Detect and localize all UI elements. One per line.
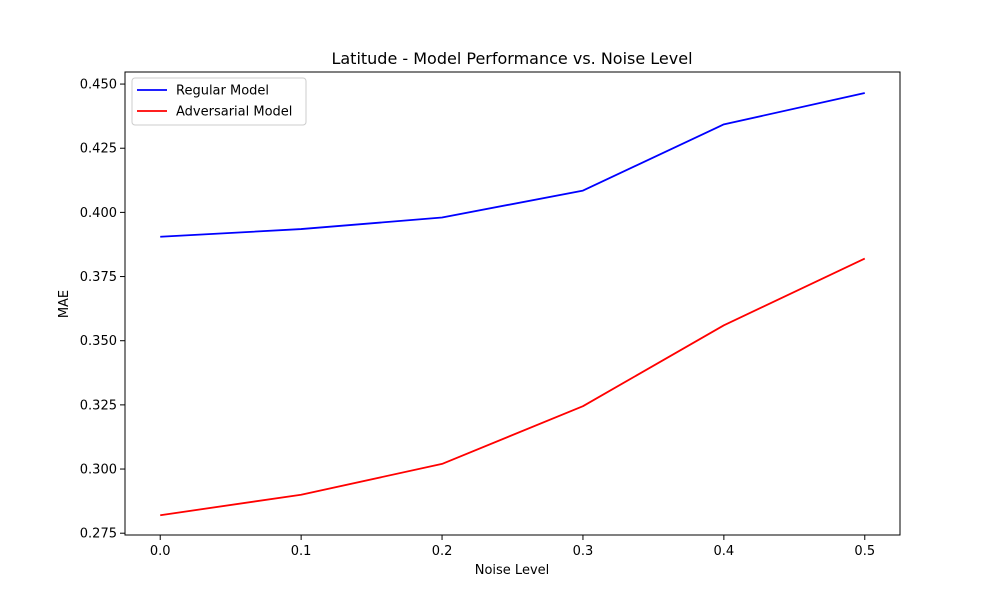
y-tick-label: 0.300 <box>80 463 117 478</box>
x-tick-label: 0.3 <box>573 544 594 559</box>
x-tick-label: 0.2 <box>432 544 453 559</box>
x-tick-label: 0.1 <box>291 544 312 559</box>
series-line-0 <box>160 92 865 238</box>
x-tick-label: 0.0 <box>150 544 171 559</box>
y-tick-label: 0.425 <box>80 142 117 157</box>
y-tick-label: 0.275 <box>80 527 117 542</box>
x-tick-label: 0.4 <box>714 544 735 559</box>
chart-title: Latitude - Model Performance vs. Noise L… <box>331 49 692 68</box>
x-axis-title: Noise Level <box>475 563 550 578</box>
legend-label-1: Adversarial Model <box>176 105 292 120</box>
series-line-1 <box>160 257 866 517</box>
legend-box <box>131 77 307 126</box>
y-axis-title: MAE <box>57 290 72 318</box>
y-tick-label: 0.350 <box>80 334 117 349</box>
y-tick-label: 0.325 <box>80 398 117 413</box>
y-tick-label: 0.400 <box>80 206 117 221</box>
y-tick-label: 0.375 <box>80 270 117 285</box>
legend: Regular Model Adversarial Model <box>131 77 307 126</box>
x-axis: 0.0 0.1 0.2 0.3 0.4 0.5 <box>150 535 875 559</box>
series-lines <box>160 92 866 517</box>
y-tick-label: 0.450 <box>80 78 117 93</box>
y-axis: 0.275 0.300 0.325 0.350 0.375 0.400 0.425 0.450 <box>80 78 125 542</box>
x-tick-label: 0.5 <box>854 544 875 559</box>
legend-label-0: Regular Model <box>176 84 269 99</box>
plot-frame <box>124 71 901 536</box>
